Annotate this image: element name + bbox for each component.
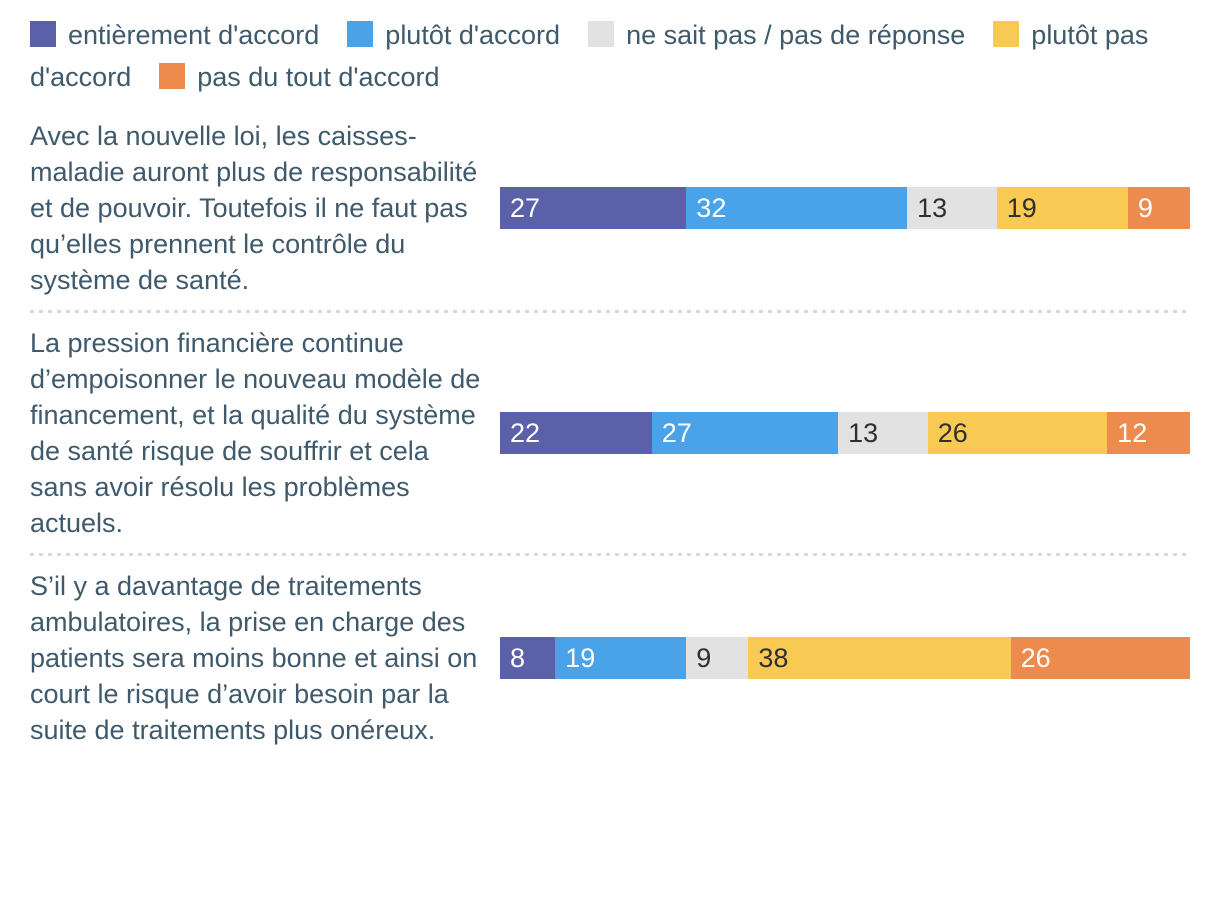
legend-item: plutôt pas d'accord bbox=[30, 20, 1148, 92]
legend-label: entièrement d'accord bbox=[68, 20, 320, 50]
row-divider bbox=[30, 310, 1190, 313]
survey-stacked-bar-chart: entièrement d'accord plutôt d'accord ne sa… bbox=[30, 14, 1190, 760]
bar-segment: 9 bbox=[686, 637, 749, 679]
bar-segment-value: 27 bbox=[661, 418, 692, 448]
legend-label: plutôt d'accord bbox=[385, 20, 561, 50]
row-divider bbox=[30, 553, 1190, 556]
legend-swatch bbox=[993, 21, 1020, 47]
bar-segment: 27 bbox=[651, 412, 839, 454]
statement-text: Avec la nouvelle loi, les caisses-maladi… bbox=[30, 121, 478, 295]
stacked-bar: 22 27 13 26 12 bbox=[500, 412, 1190, 454]
bar-segment-value: 12 bbox=[1117, 418, 1148, 448]
bar-segment-value: 9 bbox=[1137, 193, 1153, 223]
bar-segment-value: 19 bbox=[565, 643, 596, 673]
bar-segment: 27 bbox=[500, 187, 687, 229]
chart-rows: Avec la nouvelle loi, les caisses-maladi… bbox=[30, 106, 1190, 760]
legend-swatch bbox=[30, 21, 56, 47]
bar-segment: 8 bbox=[500, 637, 556, 679]
statement-text: La pression financière continue d’empois… bbox=[30, 328, 481, 538]
bar-segment: 13 bbox=[838, 412, 928, 454]
bar-segment-value: 26 bbox=[937, 418, 968, 448]
legend-item: ne sait pas / pas de réponse bbox=[588, 20, 965, 50]
bar-segment-value: 27 bbox=[510, 193, 541, 223]
bar-segment: 13 bbox=[907, 187, 997, 229]
chart-row: S’il y a davantage de traitements ambula… bbox=[30, 556, 1190, 760]
statement-text: S’il y a davantage de traitements ambula… bbox=[30, 571, 478, 745]
legend-label: ne sait pas / pas de réponse bbox=[626, 20, 966, 50]
stacked-bar: 27 32 13 19 9 bbox=[500, 187, 1190, 229]
bar-segment-value: 22 bbox=[510, 418, 541, 448]
bar-segment: 26 bbox=[1010, 637, 1190, 679]
bar-segment: 19 bbox=[996, 187, 1128, 229]
legend-swatch bbox=[159, 63, 186, 89]
bar-segment: 22 bbox=[500, 412, 652, 454]
legend-item: pas du tout d'accord bbox=[159, 62, 440, 92]
legend-swatch bbox=[588, 21, 615, 47]
legend-label: pas du tout d'accord bbox=[197, 62, 440, 92]
bar-segment: 38 bbox=[748, 637, 1011, 679]
chart-row: La pression financière continue d’empois… bbox=[30, 313, 1190, 553]
bar-segment-value: 13 bbox=[917, 193, 948, 223]
bar-segment-value: 9 bbox=[696, 643, 712, 673]
legend-item: entièrement d'accord bbox=[30, 20, 319, 50]
bar-segment-value: 19 bbox=[1006, 193, 1037, 223]
bar-segment-value: 8 bbox=[510, 643, 526, 673]
bar-segment: 19 bbox=[555, 637, 687, 679]
chart-row: Avec la nouvelle loi, les caisses-maladi… bbox=[30, 106, 1190, 310]
bar-segment: 9 bbox=[1127, 187, 1190, 229]
bar-segment-value: 26 bbox=[1020, 643, 1051, 673]
bar-segment-value: 32 bbox=[696, 193, 727, 223]
legend-label: plutôt pas d'accord bbox=[30, 20, 1149, 92]
bar-segment: 26 bbox=[927, 412, 1108, 454]
stacked-bar: 8 19 9 38 26 bbox=[500, 637, 1190, 679]
bar-segment-value: 13 bbox=[848, 418, 879, 448]
legend-swatch bbox=[347, 21, 374, 47]
chart-legend: entièrement d'accord plutôt d'accord ne sa… bbox=[30, 14, 1190, 98]
bar-segment: 32 bbox=[686, 187, 908, 229]
bar-segment: 12 bbox=[1107, 412, 1190, 454]
legend-item: plutôt d'accord bbox=[347, 20, 560, 50]
bar-segment-value: 38 bbox=[758, 643, 789, 673]
